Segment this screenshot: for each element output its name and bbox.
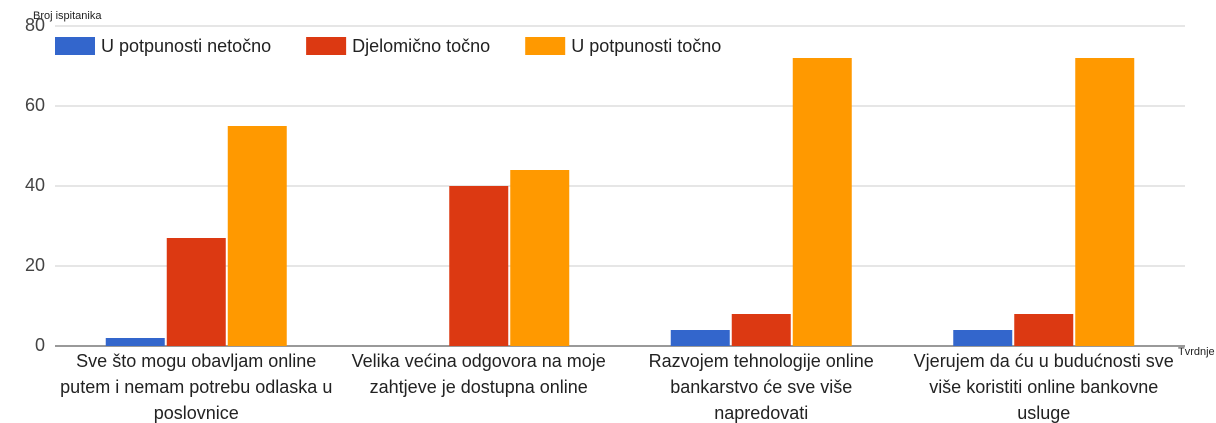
x-axis-label: Tvrdnje [1178, 346, 1215, 358]
x-tick-label: Vjerujem da ću u budućnosti sve više kori… [914, 351, 1174, 423]
y-axis-label: Broj ispitanika [33, 10, 102, 22]
bar [510, 170, 570, 346]
y-tick-label: 80 [25, 15, 45, 35]
legend-swatch [306, 37, 347, 55]
bar [449, 186, 509, 346]
bar [953, 330, 1013, 346]
bar [792, 58, 852, 346]
legend-label: U potpunosti netočno [101, 36, 271, 56]
legend-swatch [525, 37, 566, 55]
bar [1075, 58, 1135, 346]
y-tick-label: 60 [25, 95, 45, 115]
y-tick-label: 20 [25, 255, 45, 275]
x-tick-label: Velika većina odgovora na moje zahtjeve j… [352, 351, 606, 397]
bar [731, 314, 791, 346]
x-tick-label: Sve što mogu obavljam online putem i nema… [60, 351, 332, 423]
bar [105, 338, 165, 346]
bar [670, 330, 730, 346]
x-tick-label: Razvojem tehnologije online bankarstvo će… [649, 351, 874, 423]
legend-label: Djelomično točno [352, 36, 490, 56]
bar [1014, 314, 1074, 346]
bar [227, 126, 287, 346]
legend-label: U potpunosti točno [571, 36, 721, 56]
legend-swatch [55, 37, 95, 55]
y-tick-label: 40 [25, 175, 45, 195]
bar [166, 238, 226, 346]
y-tick-label: 0 [35, 335, 45, 355]
